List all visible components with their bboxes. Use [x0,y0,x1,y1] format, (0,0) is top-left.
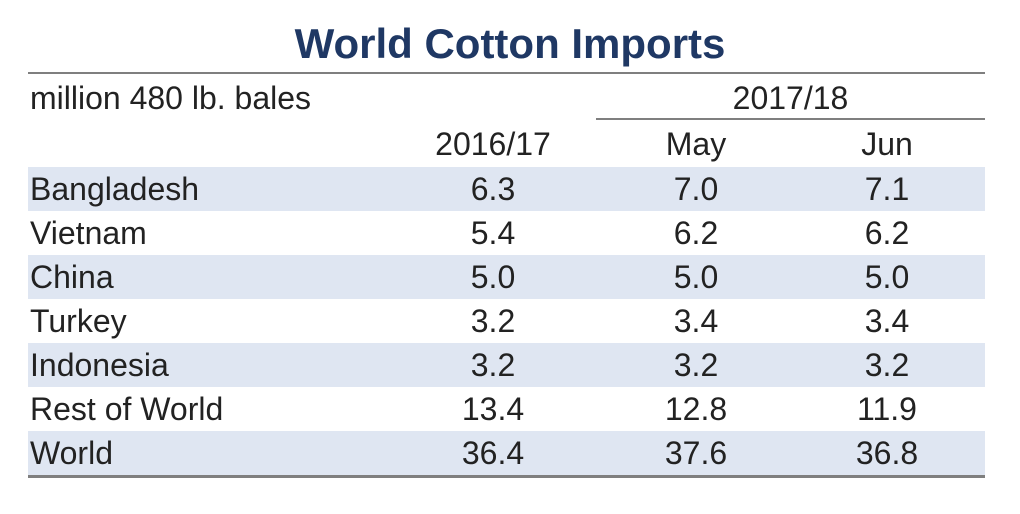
row-value: 6.2 [864,215,910,251]
row-value: 6.2 [673,215,719,251]
row-value: 3.4 [864,303,910,339]
column-header-may: May [665,126,727,162]
row-label: Turkey [30,303,127,339]
row-value: 13.4 [461,391,525,427]
row-label: World [30,435,113,471]
row-value: 5.4 [470,215,516,251]
row-value: 5.0 [864,259,910,295]
table-row: World 36.4 37.6 36.8 [28,431,985,475]
row-label: Rest of World [30,391,224,427]
table-row: Rest of World 13.4 12.8 11.9 [28,387,985,431]
row-value: 5.0 [470,259,516,295]
row-label: Bangladesh [30,171,200,207]
row-label: China [30,259,114,295]
row-value: 7.0 [673,171,719,207]
table-row: Indonesia 3.2 3.2 3.2 [28,343,985,387]
table-row: Bangladesh 6.3 7.0 7.1 [28,167,985,211]
table-row: China 5.0 5.0 5.0 [28,255,985,299]
row-value: 3.2 [470,303,516,339]
table-row: Turkey 3.2 3.4 3.4 [28,299,985,343]
row-value: 3.2 [864,347,910,383]
row-value: 36.8 [855,435,919,471]
row-value: 7.1 [864,171,910,207]
table-row: Vietnam 5.4 6.2 6.2 [28,211,985,255]
group-rule [596,118,985,120]
group-header: 2017/18 [732,80,849,116]
top-rule [28,72,985,74]
column-header-2016-17: 2016/17 [435,126,551,162]
table-title: World Cotton Imports [294,20,726,67]
row-value: 3.2 [673,347,719,383]
bottom-rule [28,475,985,478]
row-label: Vietnam [30,215,147,251]
row-value: 3.2 [470,347,516,383]
row-value: 11.9 [857,391,917,427]
row-label: Indonesia [30,347,169,383]
row-value: 36.4 [461,435,525,471]
column-header-jun: Jun [861,126,913,162]
row-value: 5.0 [673,259,719,295]
row-value: 3.4 [673,303,719,339]
row-value: 37.6 [664,435,728,471]
units-label: million 480 lb. bales [30,80,312,116]
row-value: 12.8 [664,391,728,427]
row-value: 6.3 [470,171,516,207]
